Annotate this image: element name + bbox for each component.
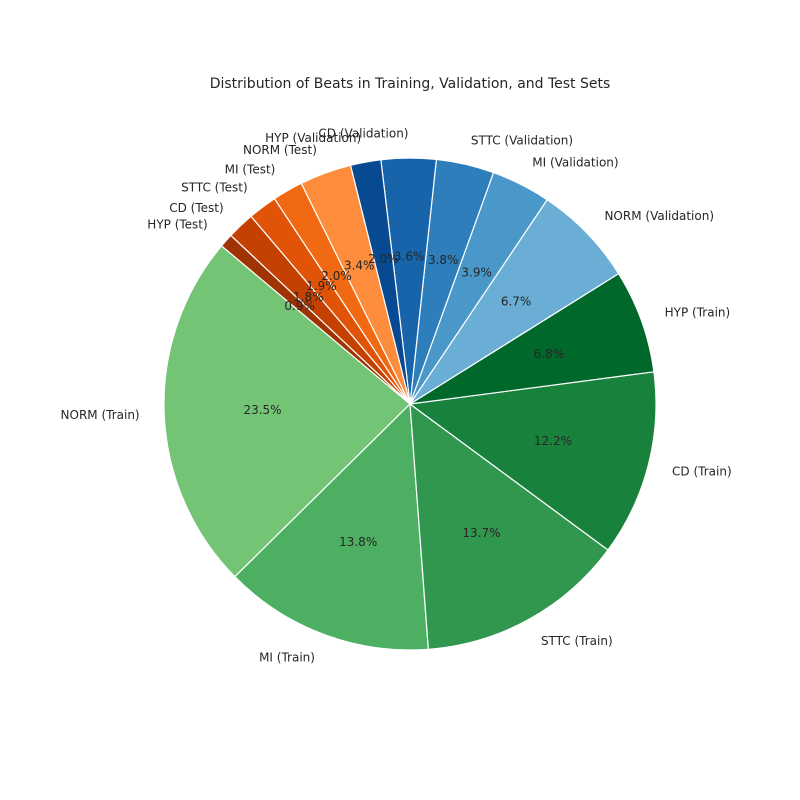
pie-slices (163, 157, 657, 651)
pct-cd-validation: 3.6% (394, 249, 425, 263)
pct-cd-test: 1.8% (293, 290, 324, 304)
chart-title: Distribution of Beats in Training, Valid… (210, 76, 611, 92)
label-sttc-validation: STTC (Validation) (471, 133, 573, 147)
label-mi-train: MI (Train) (259, 650, 315, 664)
slice-hyp-test (220, 234, 411, 405)
pct-norm-test: 3.4% (344, 258, 375, 272)
percent-labels: 23.5% 13.8% 13.7% 12.2% 6.8% 6.7% 3.9%3.8%3.6%… (243, 249, 572, 549)
slice-sttc-train (409, 403, 609, 650)
slice-hyp-train (409, 273, 655, 405)
pct-cd-train: 12.2% (534, 434, 572, 448)
pct-hyp-train: 6.8% (534, 347, 565, 361)
label-sttc-test: STTC (Test) (181, 180, 248, 194)
label-hyp-validation: HYP (Validation) (265, 131, 361, 145)
pct-mi-test: 2.0% (321, 269, 352, 283)
label-mi-test: MI (Test) (225, 162, 276, 176)
slice-norm-train (163, 245, 411, 578)
label-norm-train: NORM (Train) (61, 408, 140, 422)
label-mi-validation: MI (Validation) (532, 156, 618, 170)
pct-hyp-test: 0.9% (284, 299, 315, 313)
slice-labels: NORM (Train) MI (Train) STTC (Train) CD (Tr… (61, 126, 732, 664)
pct-hyp-validation: 2.0% (368, 252, 399, 266)
pct-mi-train: 13.8% (339, 535, 377, 549)
pct-mi-validation: 3.9% (461, 265, 492, 279)
pct-norm-train: 23.5% (243, 403, 281, 417)
label-hyp-test: HYP (Test) (147, 217, 207, 231)
slice-mi-train (234, 403, 429, 651)
pct-norm-validation: 6.7% (501, 294, 532, 308)
pct-sttc-validation: 3.8% (428, 253, 459, 267)
label-hyp-train: HYP (Train) (665, 306, 731, 320)
pct-sttc-train: 13.7% (462, 526, 500, 540)
label-cd-train: CD (Train) (672, 464, 732, 478)
label-norm-validation: NORM (Validation) (604, 209, 714, 223)
slice-cd-train (409, 371, 657, 551)
label-sttc-train: STTC (Train) (541, 634, 613, 648)
label-cd-validation: CD (Validation) (318, 126, 408, 140)
label-cd-test: CD (Test) (169, 201, 223, 215)
label-norm-test: NORM (Test) (243, 143, 317, 157)
pct-sttc-test: 1.9% (306, 279, 337, 293)
